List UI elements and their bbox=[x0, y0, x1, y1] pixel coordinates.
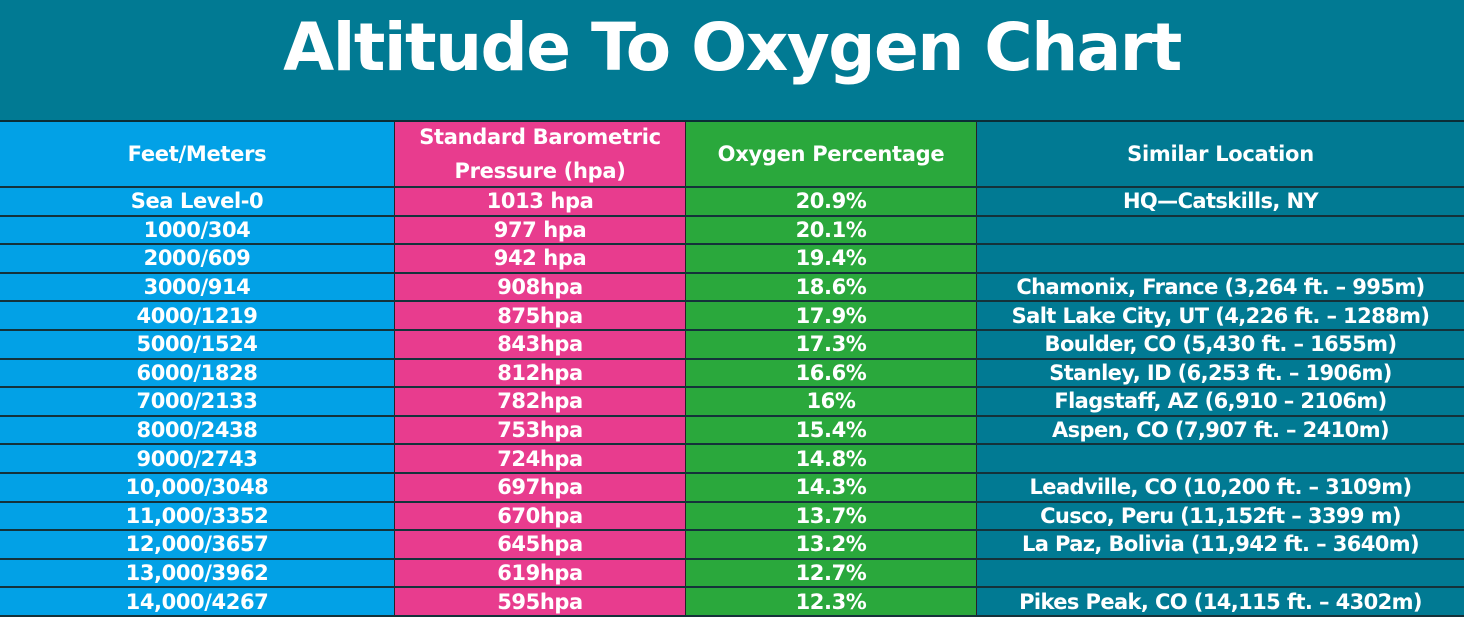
header-pressure-line2: Pressure (hpa) bbox=[454, 159, 626, 183]
cell-oxygen: 18.6% bbox=[686, 273, 977, 301]
cell-location bbox=[977, 445, 1464, 472]
chart-title: Altitude To Oxygen Chart bbox=[283, 9, 1182, 86]
cell-pressure: 645hpa bbox=[395, 531, 686, 558]
cell-location: Stanley, ID (6,253 ft. – 1906m) bbox=[977, 359, 1464, 387]
header-location: Similar Location bbox=[977, 122, 1464, 186]
cell-pressure: 908hpa bbox=[395, 273, 686, 301]
cell-location bbox=[977, 245, 1464, 272]
cell-oxygen: 17.3% bbox=[686, 330, 977, 358]
cell-altitude: 1000/304 bbox=[0, 216, 395, 244]
table-row: 2000/609 942 hpa 19.4% bbox=[0, 245, 1464, 274]
table-row: 9000/2743 724hpa 14.8% bbox=[0, 445, 1464, 474]
table-row: 10,000/3048 697hpa 14.3% Leadville, CO (… bbox=[0, 473, 1464, 503]
cell-location: Boulder, CO (5,430 ft. – 1655m) bbox=[977, 330, 1464, 358]
cell-oxygen: 15.4% bbox=[686, 416, 977, 444]
cell-location bbox=[977, 559, 1464, 587]
altitude-oxygen-table: Feet/Meters Standard Barometric Pressure… bbox=[0, 120, 1464, 617]
table-row: 14,000/4267 595hpa 12.3% Pikes Peak, CO … bbox=[0, 588, 1464, 617]
header-oxygen: Oxygen Percentage bbox=[686, 122, 977, 186]
cell-altitude: 14,000/4267 bbox=[0, 588, 395, 615]
cell-altitude: 9000/2743 bbox=[0, 445, 395, 472]
cell-altitude: 2000/609 bbox=[0, 245, 395, 272]
cell-pressure: 977 hpa bbox=[395, 216, 686, 244]
header-feet-meters: Feet/Meters bbox=[0, 122, 395, 186]
cell-oxygen: 14.3% bbox=[686, 473, 977, 501]
cell-altitude: 13,000/3962 bbox=[0, 559, 395, 587]
table-header-row: Feet/Meters Standard Barometric Pressure… bbox=[0, 122, 1464, 188]
table-row: 4000/1219 875hpa 17.9% Salt Lake City, U… bbox=[0, 302, 1464, 331]
cell-location: Salt Lake City, UT (4,226 ft. – 1288m) bbox=[977, 302, 1464, 329]
cell-pressure: 724hpa bbox=[395, 445, 686, 472]
cell-pressure: 843hpa bbox=[395, 330, 686, 358]
cell-altitude: 7000/2133 bbox=[0, 388, 395, 415]
cell-pressure: 1013 hpa bbox=[395, 188, 686, 215]
table-row: 6000/1828 812hpa 16.6% Stanley, ID (6,25… bbox=[0, 359, 1464, 389]
table-row: 5000/1524 843hpa 17.3% Boulder, CO (5,43… bbox=[0, 330, 1464, 360]
cell-pressure: 782hpa bbox=[395, 388, 686, 415]
title-bar: Altitude To Oxygen Chart bbox=[0, 0, 1464, 120]
cell-location: Leadville, CO (10,200 ft. – 3109m) bbox=[977, 473, 1464, 501]
cell-pressure: 942 hpa bbox=[395, 245, 686, 272]
table-row: 1000/304 977 hpa 20.1% bbox=[0, 216, 1464, 246]
table-row: 8000/2438 753hpa 15.4% Aspen, CO (7,907 … bbox=[0, 416, 1464, 446]
table-row: 7000/2133 782hpa 16% Flagstaff, AZ (6,91… bbox=[0, 388, 1464, 417]
cell-oxygen: 17.9% bbox=[686, 302, 977, 329]
cell-altitude: Sea Level-0 bbox=[0, 188, 395, 215]
cell-oxygen: 12.3% bbox=[686, 588, 977, 615]
cell-oxygen: 16.6% bbox=[686, 359, 977, 387]
table-row: 11,000/3352 670hpa 13.7% Cusco, Peru (11… bbox=[0, 502, 1464, 532]
cell-altitude: 6000/1828 bbox=[0, 359, 395, 387]
cell-location: La Paz, Bolivia (11,942 ft. – 3640m) bbox=[977, 531, 1464, 558]
cell-pressure: 619hpa bbox=[395, 559, 686, 587]
cell-location: Chamonix, France (3,264 ft. – 995m) bbox=[977, 273, 1464, 301]
cell-oxygen: 13.7% bbox=[686, 502, 977, 530]
header-pressure-line1: Standard Barometric bbox=[419, 125, 661, 149]
cell-altitude: 8000/2438 bbox=[0, 416, 395, 444]
cell-location: Pikes Peak, CO (14,115 ft. – 4302m) bbox=[977, 588, 1464, 615]
cell-pressure: 875hpa bbox=[395, 302, 686, 329]
table-row: 3000/914 908hpa 18.6% Chamonix, France (… bbox=[0, 273, 1464, 303]
cell-location bbox=[977, 216, 1464, 244]
cell-oxygen: 16% bbox=[686, 388, 977, 415]
cell-altitude: 3000/914 bbox=[0, 273, 395, 301]
cell-oxygen: 14.8% bbox=[686, 445, 977, 472]
cell-pressure: 812hpa bbox=[395, 359, 686, 387]
cell-oxygen: 19.4% bbox=[686, 245, 977, 272]
cell-altitude: 4000/1219 bbox=[0, 302, 395, 329]
cell-oxygen: 20.9% bbox=[686, 188, 977, 215]
cell-pressure: 697hpa bbox=[395, 473, 686, 501]
cell-location: Aspen, CO (7,907 ft. – 2410m) bbox=[977, 416, 1464, 444]
cell-location: HQ—Catskills, NY bbox=[977, 188, 1464, 215]
table-row: Sea Level-0 1013 hpa 20.9% HQ—Catskills,… bbox=[0, 188, 1464, 217]
cell-altitude: 11,000/3352 bbox=[0, 502, 395, 530]
cell-altitude: 12,000/3657 bbox=[0, 531, 395, 558]
table-row: 13,000/3962 619hpa 12.7% bbox=[0, 559, 1464, 589]
cell-location: Cusco, Peru (11,152ft – 3399 m) bbox=[977, 502, 1464, 530]
cell-pressure: 753hpa bbox=[395, 416, 686, 444]
cell-altitude: 10,000/3048 bbox=[0, 473, 395, 501]
cell-pressure: 670hpa bbox=[395, 502, 686, 530]
cell-oxygen: 12.7% bbox=[686, 559, 977, 587]
cell-location: Flagstaff, AZ (6,910 – 2106m) bbox=[977, 388, 1464, 415]
header-pressure: Standard Barometric Pressure (hpa) bbox=[395, 122, 686, 186]
cell-oxygen: 13.2% bbox=[686, 531, 977, 558]
cell-altitude: 5000/1524 bbox=[0, 330, 395, 358]
cell-oxygen: 20.1% bbox=[686, 216, 977, 244]
cell-pressure: 595hpa bbox=[395, 588, 686, 615]
table-row: 12,000/3657 645hpa 13.2% La Paz, Bolivia… bbox=[0, 531, 1464, 560]
